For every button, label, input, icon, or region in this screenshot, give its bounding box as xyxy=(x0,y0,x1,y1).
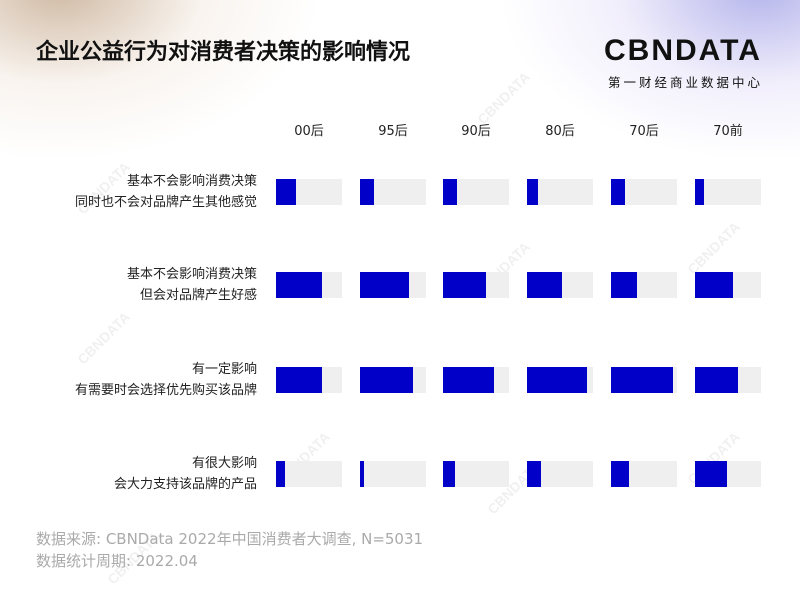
bar-track xyxy=(360,367,426,393)
bar xyxy=(443,272,486,298)
bar xyxy=(443,367,495,393)
bar-track xyxy=(360,461,426,487)
column-header: 90后 xyxy=(461,124,491,139)
bar-track xyxy=(611,179,677,205)
row-label-line: 同时也不会对品牌产生其他感觉 xyxy=(74,195,257,210)
bar-track xyxy=(695,461,761,487)
bar-track xyxy=(695,367,761,393)
bar-track xyxy=(360,179,426,205)
bar-track xyxy=(611,367,677,393)
bar xyxy=(695,367,738,393)
row-label-line: 基本不会影响消费决策 xyxy=(126,267,257,282)
bar xyxy=(695,272,733,298)
bar-track xyxy=(695,179,761,205)
column-header: 00后 xyxy=(294,124,324,139)
row-label-line: 但会对品牌产生好感 xyxy=(139,288,257,303)
row-label-line: 基本不会影响消费决策 xyxy=(126,174,257,189)
bar-track xyxy=(443,272,509,298)
bar xyxy=(527,272,562,298)
bar-track xyxy=(611,272,677,298)
bar-track xyxy=(443,367,509,393)
bar xyxy=(360,179,374,205)
row-label: 基本不会影响消费决策但会对品牌产生好感 xyxy=(0,264,257,306)
cbndata-logo: CBNDATA xyxy=(604,34,762,67)
bar xyxy=(527,461,541,487)
bar xyxy=(527,179,539,205)
bar-track xyxy=(276,461,342,487)
column-header: 80后 xyxy=(545,124,575,139)
bar-track xyxy=(443,461,509,487)
bar-track xyxy=(443,179,509,205)
bar-track xyxy=(276,367,342,393)
row-label-line: 有一定影响 xyxy=(191,362,257,377)
bar xyxy=(611,367,674,393)
logo-subtitle: 第一财经商业数据中心 xyxy=(608,75,764,90)
page-title: 企业公益行为对消费者决策的影响情况 xyxy=(36,40,411,65)
bar xyxy=(611,179,625,205)
row-label-line: 有需要时会选择优先购买该品牌 xyxy=(74,383,257,398)
bar-track xyxy=(527,461,593,487)
bar xyxy=(276,272,323,298)
bar-track xyxy=(527,179,593,205)
bar xyxy=(611,461,630,487)
bar-track xyxy=(276,179,342,205)
bar-track xyxy=(527,367,593,393)
column-header: 70后 xyxy=(629,124,659,139)
bar xyxy=(276,179,296,205)
bar xyxy=(611,272,637,298)
bar xyxy=(695,179,704,205)
bar-track xyxy=(527,272,593,298)
bar xyxy=(360,367,413,393)
bar-track xyxy=(695,272,761,298)
bar xyxy=(443,461,455,487)
column-header: 95后 xyxy=(378,124,408,139)
bar xyxy=(360,272,409,298)
period-note: 数据统计周期: 2022.04 xyxy=(36,552,198,570)
bar-track xyxy=(276,272,342,298)
bar-track xyxy=(360,272,426,298)
row-label-line: 会大力支持该品牌的产品 xyxy=(113,477,257,492)
row-label: 有一定影响有需要时会选择优先购买该品牌 xyxy=(0,359,257,401)
row-label: 基本不会影响消费决策同时也不会对品牌产生其他感觉 xyxy=(0,171,257,213)
bar xyxy=(276,461,285,487)
column-header: 70前 xyxy=(713,124,743,139)
row-label-line: 有很大影响 xyxy=(191,456,257,471)
bar xyxy=(443,179,457,205)
bar xyxy=(360,461,364,487)
bar xyxy=(695,461,728,487)
bar xyxy=(276,367,323,393)
bar-track xyxy=(611,461,677,487)
bar xyxy=(527,367,588,393)
row-label: 有很大影响会大力支持该品牌的产品 xyxy=(0,453,257,495)
source-note: 数据来源: CBNData 2022年中国消费者大调查, N=5031 xyxy=(36,530,424,548)
